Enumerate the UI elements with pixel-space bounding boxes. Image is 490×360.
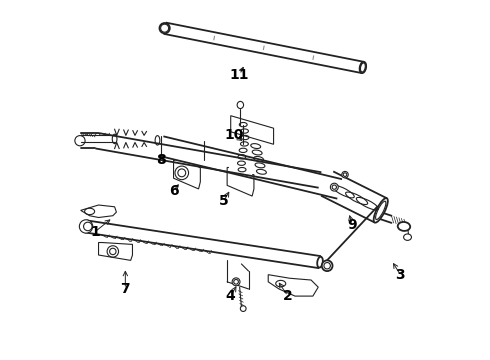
Ellipse shape bbox=[360, 62, 366, 73]
Ellipse shape bbox=[317, 257, 323, 267]
Ellipse shape bbox=[241, 306, 246, 311]
Text: 4: 4 bbox=[226, 289, 236, 303]
Ellipse shape bbox=[322, 260, 333, 271]
Text: 9: 9 bbox=[347, 218, 357, 231]
Ellipse shape bbox=[330, 183, 338, 191]
Text: 11: 11 bbox=[230, 68, 249, 82]
Text: 7: 7 bbox=[121, 282, 130, 296]
Text: 2: 2 bbox=[283, 289, 293, 303]
Ellipse shape bbox=[79, 220, 93, 233]
Text: 6: 6 bbox=[169, 184, 178, 198]
Ellipse shape bbox=[374, 198, 388, 222]
Ellipse shape bbox=[159, 23, 170, 33]
Text: 1: 1 bbox=[90, 225, 100, 239]
Ellipse shape bbox=[404, 234, 412, 240]
Text: 10: 10 bbox=[224, 129, 244, 142]
Ellipse shape bbox=[237, 102, 244, 109]
Ellipse shape bbox=[342, 171, 348, 178]
Text: 3: 3 bbox=[395, 268, 405, 282]
Ellipse shape bbox=[232, 278, 240, 286]
Ellipse shape bbox=[398, 222, 410, 231]
Text: 8: 8 bbox=[156, 153, 166, 167]
Text: 5: 5 bbox=[219, 194, 228, 208]
